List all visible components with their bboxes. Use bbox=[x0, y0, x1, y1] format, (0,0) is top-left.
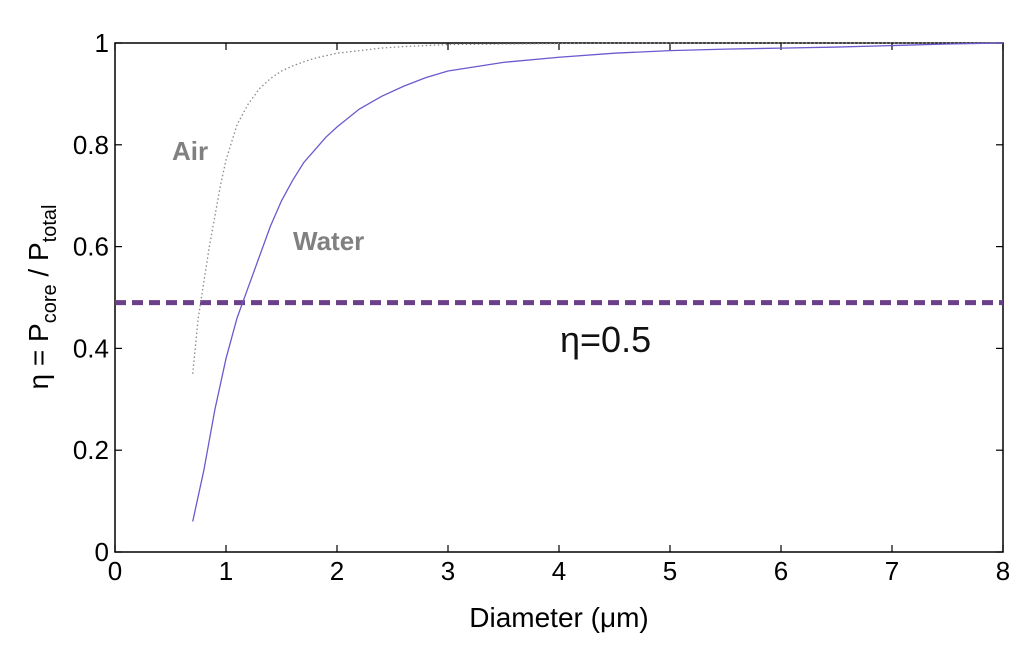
threshold-annotation: η=0.5 bbox=[560, 319, 651, 360]
y-tick-label: 0.2 bbox=[73, 435, 109, 465]
x-tick-label: 5 bbox=[663, 556, 677, 586]
y-axis-title-mid: / P bbox=[23, 242, 54, 284]
x-axis: 0 1 2 3 4 5 6 7 8 bbox=[108, 43, 1010, 586]
y-axis: 0 0.2 0.4 0.6 0.8 1 bbox=[73, 28, 1003, 567]
series-label-water: Water bbox=[293, 226, 364, 256]
y-tick-label: 1 bbox=[95, 28, 109, 58]
x-tick-label: 4 bbox=[552, 556, 566, 586]
series-label-air: Air bbox=[172, 136, 208, 166]
y-tick-label: 0.4 bbox=[73, 333, 109, 363]
y-tick-label: 0.8 bbox=[73, 130, 109, 160]
x-tick-label: 0 bbox=[108, 556, 122, 586]
y-tick-label: 0 bbox=[95, 537, 109, 567]
x-tick-label: 2 bbox=[330, 556, 344, 586]
x-tick-label: 3 bbox=[441, 556, 455, 586]
y-axis-title-sub-core: core bbox=[39, 284, 61, 323]
plot-area bbox=[114, 42, 1004, 553]
series-line-air bbox=[192, 42, 1003, 374]
y-axis-title-prefix: η = P bbox=[23, 323, 54, 389]
y-tick-label: 0.6 bbox=[73, 232, 109, 262]
series-line-water bbox=[192, 42, 1004, 522]
x-tick-label: 8 bbox=[996, 556, 1010, 586]
y-axis-title-sub-total: total bbox=[39, 205, 61, 243]
y-axis-title: η = Pcore / Ptotal bbox=[23, 205, 61, 390]
x-axis-title: Diameter (μm) bbox=[469, 602, 648, 633]
x-tick-label: 6 bbox=[774, 556, 788, 586]
x-tick-label: 7 bbox=[885, 556, 899, 586]
x-tick-label: 1 bbox=[219, 556, 233, 586]
